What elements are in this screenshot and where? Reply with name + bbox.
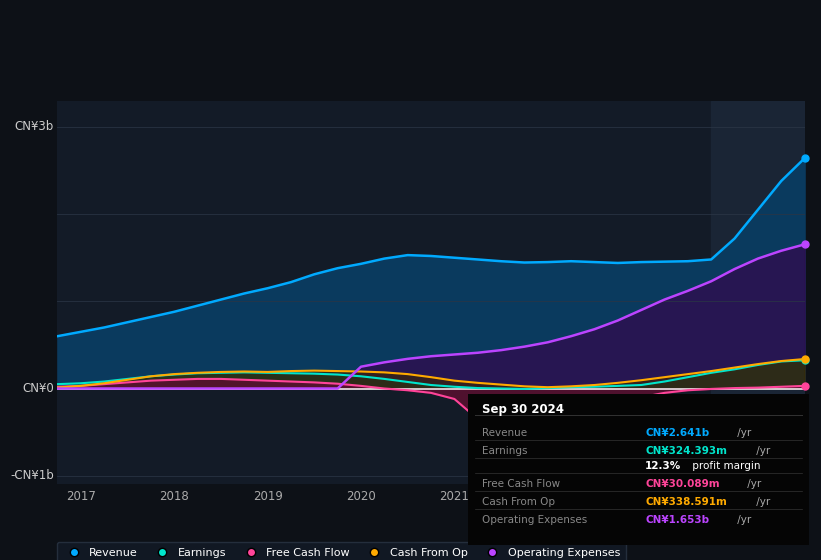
Legend: Revenue, Earnings, Free Cash Flow, Cash From Op, Operating Expenses: Revenue, Earnings, Free Cash Flow, Cash … [57, 542, 626, 560]
Text: Revenue: Revenue [482, 427, 527, 437]
Text: -CN¥1b: -CN¥1b [10, 469, 53, 482]
Text: CN¥0: CN¥0 [22, 382, 53, 395]
Text: profit margin: profit margin [690, 461, 761, 471]
Text: CN¥3b: CN¥3b [15, 120, 53, 133]
Text: Sep 30 2024: Sep 30 2024 [482, 403, 563, 416]
Text: /yr: /yr [754, 497, 771, 507]
Text: CN¥2.641b: CN¥2.641b [645, 427, 709, 437]
Text: Operating Expenses: Operating Expenses [482, 515, 587, 525]
Text: CN¥1.653b: CN¥1.653b [645, 515, 709, 525]
Text: CN¥30.089m: CN¥30.089m [645, 479, 720, 489]
Text: /yr: /yr [744, 479, 761, 489]
Text: CN¥338.591m: CN¥338.591m [645, 497, 727, 507]
Text: Cash From Op: Cash From Op [482, 497, 555, 507]
Text: /yr: /yr [735, 515, 752, 525]
Text: Earnings: Earnings [482, 446, 527, 456]
Text: 12.3%: 12.3% [645, 461, 681, 471]
Text: Free Cash Flow: Free Cash Flow [482, 479, 560, 489]
Text: /yr: /yr [735, 427, 752, 437]
Text: /yr: /yr [754, 446, 771, 456]
Text: CN¥324.393m: CN¥324.393m [645, 446, 727, 456]
Bar [711, 101, 811, 484]
